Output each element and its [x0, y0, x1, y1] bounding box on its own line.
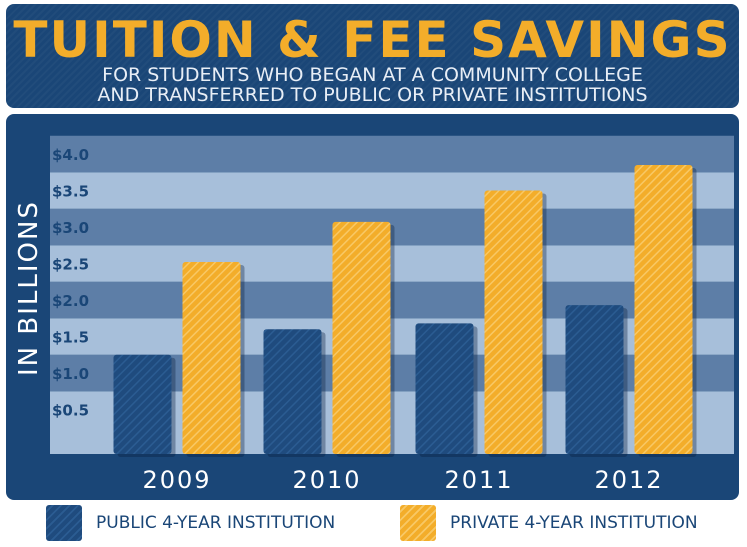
y-tick-label: $2.5: [52, 256, 89, 274]
x-tick-label: 2010: [292, 466, 361, 494]
bar-private-2011: [484, 190, 543, 454]
legend-label-private: PRIVATE 4-YEAR INSTITUTION: [450, 513, 698, 533]
x-tick-label: 2012: [594, 466, 663, 494]
chart-panel: $0.5 $1.0 $1.5 $2.0 $2.5 $3.0 $3.5 $4.0 2009 201…: [6, 114, 739, 500]
y-tick-label: $1.0: [52, 365, 89, 383]
x-tick-label: 2009: [142, 466, 211, 494]
legend-item-public: PUBLIC 4-YEAR INSTITUTION: [46, 505, 366, 541]
legend-swatch-public: [46, 505, 82, 541]
title-banner: TUITION & FEE SAVINGS FOR STUDENTS WHO B…: [6, 4, 739, 108]
chart-subtitle-line-1: FOR STUDENTS WHO BEGAN AT A COMMUNITY CO…: [102, 64, 643, 86]
x-tick-label: 2011: [444, 466, 513, 494]
y-tick-label: $4.0: [52, 146, 89, 164]
bar-public-2009: [113, 354, 172, 454]
bar-private-2009: [182, 262, 241, 454]
legend-item-private: PRIVATE 4-YEAR INSTITUTION: [400, 505, 720, 541]
y-tick-label: $2.0: [52, 292, 89, 310]
grid-band: [50, 172, 734, 209]
bar-public-2012: [565, 305, 624, 454]
legend-label-public: PUBLIC 4-YEAR INSTITUTION: [96, 513, 336, 533]
bar-public-2011: [415, 323, 474, 454]
y-tick-label: $1.5: [52, 329, 89, 347]
y-tick-label: $3.0: [52, 219, 89, 237]
legend-swatch-private: [400, 505, 436, 541]
chart-title: TUITION & FEE SAVINGS: [13, 11, 732, 69]
y-axis-label: IN BILLIONS: [14, 200, 44, 376]
bar-public-2010: [263, 329, 322, 454]
y-tick-label: $3.5: [52, 183, 89, 201]
bar-chart: $0.5 $1.0 $1.5 $2.0 $2.5 $3.0 $3.5 $4.0 2009 201…: [50, 135, 734, 494]
bar-private-2010: [332, 221, 391, 454]
y-tick-label: $0.5: [52, 402, 89, 420]
grid-band: [50, 245, 734, 282]
grid-band: [50, 208, 734, 246]
chart-subtitle-line-2: AND TRANSFERRED TO PUBLIC OR PRIVATE INS…: [97, 84, 648, 106]
grid-band: [50, 135, 734, 173]
bar-private-2012: [634, 164, 693, 454]
